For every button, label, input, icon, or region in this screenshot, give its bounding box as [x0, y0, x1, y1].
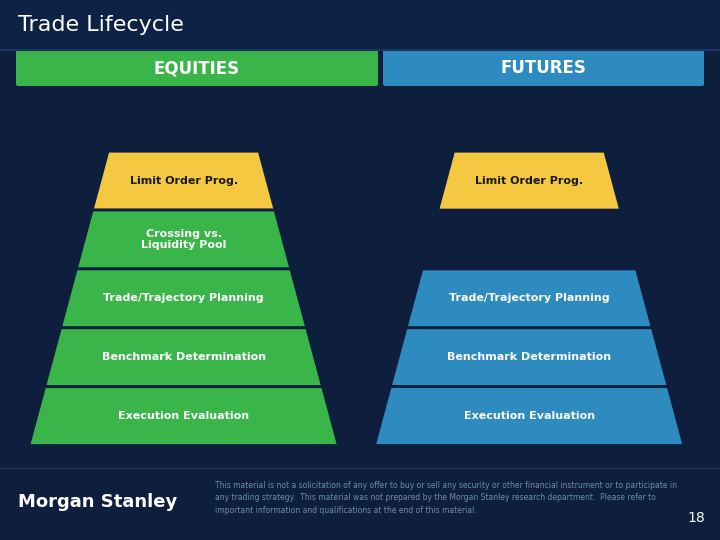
Polygon shape	[60, 269, 307, 328]
Polygon shape	[76, 210, 291, 269]
Text: Trade/Trajectory Planning: Trade/Trajectory Planning	[103, 293, 264, 303]
FancyBboxPatch shape	[383, 50, 704, 86]
Text: Benchmark Determination: Benchmark Determination	[102, 352, 266, 362]
Text: Benchmark Determination: Benchmark Determination	[447, 352, 611, 362]
Polygon shape	[374, 387, 684, 446]
Polygon shape	[390, 328, 668, 387]
Text: Execution Evaluation: Execution Evaluation	[118, 411, 249, 421]
Text: Limit Order Prog.: Limit Order Prog.	[130, 176, 238, 186]
Text: FUTURES: FUTURES	[500, 59, 586, 77]
Text: Morgan Stanley: Morgan Stanley	[18, 493, 177, 511]
Text: Trade Lifecycle: Trade Lifecycle	[18, 15, 184, 35]
Polygon shape	[45, 328, 323, 387]
Text: Trade/Trajectory Planning: Trade/Trajectory Planning	[449, 293, 610, 303]
Text: 18: 18	[688, 511, 705, 525]
FancyBboxPatch shape	[0, 0, 720, 50]
Polygon shape	[438, 151, 621, 210]
FancyBboxPatch shape	[16, 50, 378, 86]
Text: Limit Order Prog.: Limit Order Prog.	[475, 176, 583, 186]
Text: Crossing vs.
Liquidity Pool: Crossing vs. Liquidity Pool	[141, 229, 226, 251]
Text: This material is not a solicitation of any offer to buy or sell any security or : This material is not a solicitation of a…	[215, 481, 677, 515]
Polygon shape	[406, 269, 652, 328]
Text: EQUITIES: EQUITIES	[154, 59, 240, 77]
Polygon shape	[92, 151, 275, 210]
Polygon shape	[29, 387, 338, 446]
Text: Execution Evaluation: Execution Evaluation	[464, 411, 595, 421]
